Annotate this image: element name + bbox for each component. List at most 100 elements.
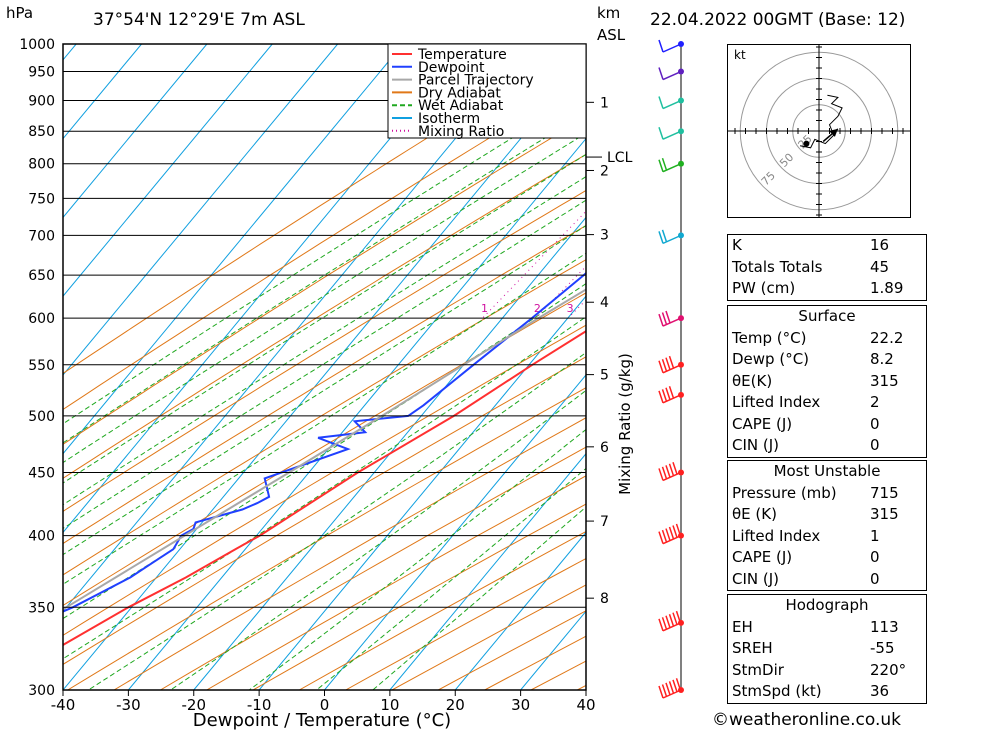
surface-row: CAPE (J) 0 (728, 414, 926, 436)
dry-adiabat-line (63, 324, 586, 636)
mixing-ratio-tick-label: 3 (567, 302, 574, 315)
most-unstable-value: 0 (870, 569, 880, 588)
legend-entry: Mixing Ratio (418, 124, 504, 140)
pressure-tick-label: 950 (28, 65, 55, 81)
surface-label: Dewp (°C) (732, 350, 810, 368)
surface-row: Dewp (°C) 8.2 (728, 349, 926, 371)
surface-value: 0 (870, 414, 880, 433)
dewpoint-trace (63, 271, 586, 613)
index-label: Totals Totals (732, 257, 823, 276)
wind-barb (658, 310, 682, 327)
isotherm-line (63, 59, 586, 690)
surface-title: Surface (798, 307, 856, 325)
km-tick-label: 2 (600, 163, 609, 179)
arrow-head-icon (828, 128, 838, 137)
most-unstable-label: Lifted Index (732, 526, 821, 545)
most-unstable-label: CAPE (J) (732, 548, 793, 566)
hodograph-stat-row: SREH -55 (728, 638, 926, 660)
mixing-ratio-tick-label: 4 (591, 302, 598, 315)
dry-adiabat-line (206, 475, 586, 690)
isotherm-line (63, 44, 535, 613)
hodograph-stat-label: StmDir (732, 660, 784, 679)
hodograph-stat-label: StmSpd (kt) (732, 682, 822, 700)
dry-adiabat-line (252, 503, 586, 690)
location-title: 37°54'N 12°29'E 7m ASL (93, 10, 305, 30)
mixing-ratio-tick-label: 1 (481, 302, 488, 315)
mixing-ratio-tick-label: 8 (652, 302, 659, 315)
dry-adiabat-line (63, 292, 586, 607)
most-unstable-value: 0 (870, 548, 880, 566)
isotherm-line (454, 531, 586, 690)
hodograph-stat-row: StmDir 220° (728, 660, 926, 682)
x-tick-label: 20 (446, 696, 465, 714)
wind-barb (658, 39, 682, 53)
wind-barb (658, 386, 682, 404)
mixing-ratio-tick-label: 16 (714, 302, 728, 315)
most-unstable-value: 315 (870, 505, 899, 523)
most-unstable-label: Pressure (mb) (732, 483, 837, 502)
site-link[interactable]: weatheronline.co.uk (729, 710, 902, 730)
km-tick-label: 4 (600, 295, 609, 311)
x-axis-label: Dewpoint / Temperature (°C) (193, 710, 451, 731)
legend-entry: Isotherm (418, 111, 480, 127)
hodograph-table: Hodograph EH 113 SREH -55 StmDir 220° StmSpd (k… (727, 594, 927, 704)
most-unstable-row: Lifted Index 1 (728, 526, 926, 548)
mixing-ratio-tick-label: 6 (626, 302, 633, 315)
legend-entry: Dewpoint (418, 60, 485, 76)
wind-barb (658, 678, 682, 699)
pressure-tick-label: 1000 (19, 37, 55, 53)
x-tick-label: -40 (51, 696, 76, 714)
wet-adiabat-line (170, 389, 586, 690)
legend-entry: Dry Adiabat (418, 85, 501, 101)
surface-table: Surface Temp (°C) 22.2 Dewp (°C) 8.2 θE(K) 315… (727, 305, 927, 458)
pressure-tick-label: 750 (28, 191, 55, 207)
index-row: Totals Totals 45 (728, 257, 926, 279)
surface-row: Lifted Index 2 (728, 392, 926, 414)
isotherm-line (0, 44, 11, 690)
x-tick-label: 0 (320, 696, 330, 714)
hodograph: kt 255075 (727, 44, 911, 218)
wet-adiabat-line (63, 199, 586, 530)
km-label: km (597, 4, 621, 22)
footer: ©weatheronline.co.uk (712, 710, 901, 730)
pressure-tick-label: 300 (28, 683, 55, 699)
pressure-tick-label: 600 (28, 311, 55, 327)
pressure-tick-label: 500 (28, 409, 55, 425)
index-value: 16 (870, 236, 890, 254)
hodograph-table-title: Hodograph (785, 596, 869, 614)
isotherm-line (127, 137, 586, 690)
index-label: PW (cm) (732, 279, 796, 297)
hodograph-stat-value: 220° (870, 660, 907, 679)
index-value: 45 (870, 257, 890, 276)
wind-barbs (658, 39, 684, 699)
wet-adiabat-line (248, 428, 586, 690)
x-tick-label: -30 (116, 696, 141, 714)
isotherm-line (63, 44, 208, 219)
hodograph-stat-value: 36 (870, 682, 890, 700)
pressure-tick-label: 400 (28, 529, 55, 545)
pressure-tick-label: 850 (28, 124, 55, 140)
surface-label: Lifted Index (732, 393, 821, 411)
most-unstable-row: Pressure (mb) 715 (728, 483, 926, 505)
pressure-tick-label: 700 (28, 228, 55, 244)
wind-barb (658, 355, 682, 374)
pressure-tick-label: 350 (28, 600, 55, 616)
legend-entry: Parcel Trajectory (418, 73, 534, 89)
dry-adiabat-line (63, 153, 586, 479)
dry-adiabat-line (67, 387, 586, 690)
run-title: 22.04.2022 00GMT (Base: 12) (650, 10, 906, 30)
index-label: K (732, 236, 742, 254)
x-tick-label: -10 (247, 696, 272, 714)
index-row: K 16 (728, 235, 926, 257)
dry-adiabat-line (160, 446, 586, 690)
most-unstable-value: 715 (870, 483, 899, 502)
surface-label: CAPE (J) (732, 414, 793, 433)
x-tick-label: 10 (380, 696, 399, 714)
mixing-ratio-axis-label: Mixing Ratio (g/kg) (616, 353, 634, 495)
surface-value: 8.2 (870, 350, 894, 368)
most-unstable-label: θE (K) (732, 505, 777, 523)
surface-row: Temp (°C) 22.2 (728, 328, 926, 350)
most-unstable-row: θE (K) 315 (728, 504, 926, 526)
most-unstable-label: CIN (J) (732, 569, 780, 588)
legend-entry: Temperature (417, 47, 507, 63)
